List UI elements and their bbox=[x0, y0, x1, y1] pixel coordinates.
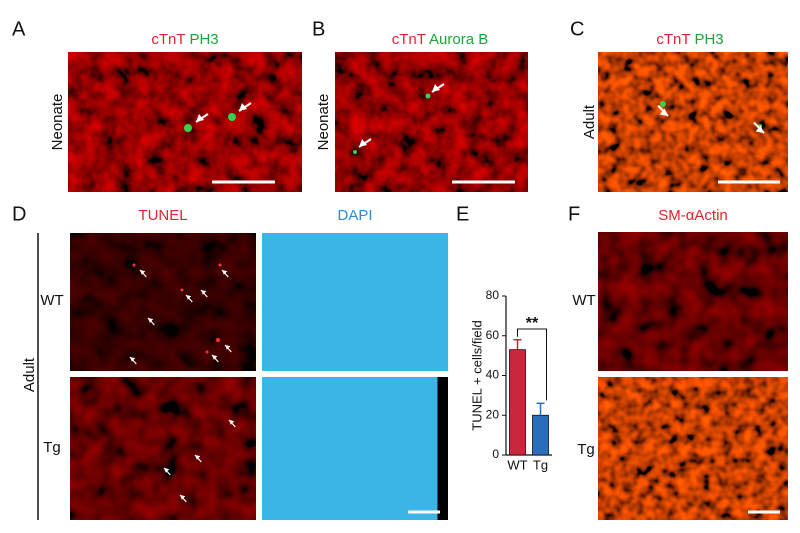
micrograph bbox=[70, 377, 256, 520]
y-tick-label: 0 bbox=[492, 447, 499, 461]
panel-label: A bbox=[12, 18, 26, 40]
panel-label: B bbox=[312, 18, 325, 40]
stain-title: cTnT PH3 bbox=[656, 31, 723, 48]
stain: PH3 bbox=[189, 31, 218, 48]
panel-label: C bbox=[570, 18, 584, 40]
y-tick-label: 20 bbox=[486, 407, 500, 421]
stain: cTnT bbox=[392, 31, 426, 48]
x-tick-label: WT bbox=[507, 457, 527, 472]
micrograph bbox=[335, 52, 528, 192]
panel-label: D bbox=[12, 203, 26, 225]
stain-title: cTnT Aurora B bbox=[392, 31, 488, 48]
stain-title: SM-αActin bbox=[658, 207, 728, 224]
micrograph bbox=[68, 52, 302, 192]
bar-chart: TUNEL + cells/field 0 20 40 60 80 WT Tg ** bbox=[469, 288, 552, 472]
stain: cTnT bbox=[151, 31, 185, 48]
micrograph bbox=[262, 233, 448, 371]
bar bbox=[532, 414, 549, 456]
significance-bracket bbox=[517, 328, 547, 401]
panel-label: F bbox=[568, 203, 580, 225]
stain-title: DAPI bbox=[337, 207, 372, 224]
side-label: Neonate bbox=[315, 94, 332, 151]
row-label: WT bbox=[572, 292, 595, 309]
micrograph bbox=[598, 377, 788, 520]
stain: PH3 bbox=[694, 31, 723, 48]
side-label: Adult bbox=[21, 357, 38, 392]
row-label: Tg bbox=[43, 439, 61, 456]
x-tick-label: Tg bbox=[533, 457, 548, 472]
significance: ** bbox=[526, 315, 539, 332]
bar bbox=[509, 349, 526, 456]
side-label: Neonate bbox=[49, 94, 66, 151]
panel-label: E bbox=[456, 203, 469, 225]
micrograph bbox=[262, 377, 448, 520]
micrograph bbox=[70, 233, 256, 371]
y-tick-label: 80 bbox=[486, 288, 500, 302]
y-axis-label: TUNEL + cells/field bbox=[469, 320, 484, 430]
micrograph bbox=[598, 52, 788, 192]
stain-title: TUNEL bbox=[138, 207, 187, 224]
row-label: Tg bbox=[577, 441, 595, 458]
side-label: Adult bbox=[581, 104, 598, 139]
y-tick-label: 60 bbox=[486, 328, 500, 342]
stain-title: cTnT PH3 bbox=[151, 31, 218, 48]
row-label: WT bbox=[40, 292, 63, 309]
y-tick-label: 40 bbox=[486, 368, 500, 382]
micrograph bbox=[598, 232, 788, 371]
stain: Aurora B bbox=[429, 31, 488, 48]
stain: cTnT bbox=[656, 31, 690, 48]
